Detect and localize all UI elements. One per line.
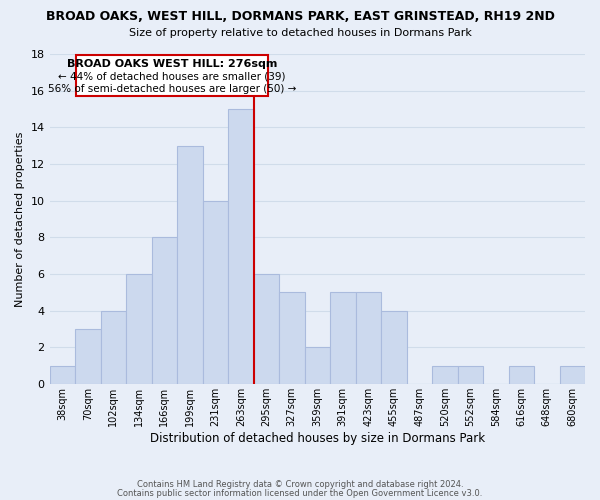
Text: BROAD OAKS, WEST HILL, DORMANS PARK, EAST GRINSTEAD, RH19 2ND: BROAD OAKS, WEST HILL, DORMANS PARK, EAS… (46, 10, 554, 23)
Text: Contains HM Land Registry data © Crown copyright and database right 2024.: Contains HM Land Registry data © Crown c… (137, 480, 463, 489)
Bar (279, 292, 305, 384)
Text: Size of property relative to detached houses in Dormans Park: Size of property relative to detached ho… (128, 28, 472, 38)
Bar (330, 292, 356, 384)
Bar (381, 311, 407, 384)
Bar (432, 366, 458, 384)
FancyBboxPatch shape (76, 55, 268, 96)
Bar (177, 146, 203, 384)
Bar (50, 366, 75, 384)
Text: Contains public sector information licensed under the Open Government Licence v3: Contains public sector information licen… (118, 489, 482, 498)
Bar (254, 274, 279, 384)
Bar (152, 238, 177, 384)
Y-axis label: Number of detached properties: Number of detached properties (15, 132, 25, 307)
Bar (228, 109, 254, 384)
Bar (509, 366, 534, 384)
Bar (305, 348, 330, 384)
Bar (203, 200, 228, 384)
Text: ← 44% of detached houses are smaller (39): ← 44% of detached houses are smaller (39… (58, 72, 286, 82)
Bar (101, 311, 126, 384)
Bar (560, 366, 585, 384)
Bar (75, 329, 101, 384)
Text: 56% of semi-detached houses are larger (50) →: 56% of semi-detached houses are larger (… (48, 84, 296, 94)
Bar (458, 366, 483, 384)
Bar (126, 274, 152, 384)
X-axis label: Distribution of detached houses by size in Dormans Park: Distribution of detached houses by size … (150, 432, 485, 445)
Bar (356, 292, 381, 384)
Text: BROAD OAKS WEST HILL: 276sqm: BROAD OAKS WEST HILL: 276sqm (67, 59, 277, 69)
